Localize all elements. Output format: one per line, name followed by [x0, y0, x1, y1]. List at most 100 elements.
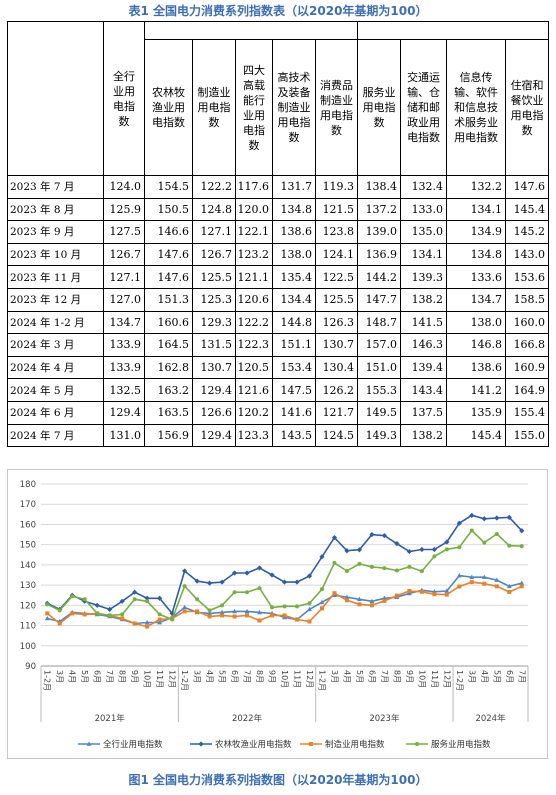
data-point [182, 609, 187, 614]
col-header-services: 服务业用电指数 [357, 39, 402, 176]
data-point [357, 596, 362, 602]
table-cell: 139.0 [357, 220, 402, 244]
row-date: 2023 年 7 月 [7, 175, 104, 199]
table-cell: 130.7 [192, 355, 236, 380]
x-tick-label: 10月 [143, 670, 152, 688]
data-point [144, 619, 150, 625]
data-point [357, 602, 362, 607]
table-cell: 129.4 [192, 378, 236, 402]
data-point [220, 603, 225, 608]
data-point [469, 574, 475, 580]
table-cell: 138.0 [272, 242, 316, 267]
table-cell: 155.3 [357, 378, 402, 402]
table-cell: 160.6 [144, 310, 193, 335]
legend-label: 制造业用电指数 [325, 739, 385, 750]
data-point [157, 612, 162, 617]
data-point [519, 544, 524, 549]
table-cell: 147.6 [144, 265, 193, 289]
y-tick-label: 90 [25, 662, 36, 672]
line-chart: 90 100 110 120 130 140 150 160 170 180 2021年 2022年 2… [20, 480, 529, 750]
row-date: 2023 年 9 月 [7, 220, 104, 244]
table-cell: 125.9 [103, 197, 145, 222]
table-cell: 136.9 [357, 242, 402, 267]
x-tick-label: 1-2月 [455, 670, 464, 691]
data-point [120, 612, 125, 617]
row-date: 2023 年 8 月 [7, 197, 104, 222]
data-point [382, 566, 387, 571]
x-tick-label: 5月 [492, 670, 501, 683]
data-point [344, 598, 349, 603]
x-tick-label: 11月 [292, 670, 301, 688]
table-cell: 124.5 [314, 423, 359, 448]
data-point [369, 531, 375, 538]
data-point [406, 590, 412, 596]
table-cell: 135.0 [400, 220, 448, 244]
table-cell: 138.6 [272, 220, 316, 244]
row-date: 2024 年 3 月 [7, 333, 104, 357]
x-tick-label: 10月 [417, 670, 426, 688]
header-group-secondary [143, 21, 359, 40]
data-point [182, 584, 187, 589]
table-cell: 132.5 [103, 378, 145, 402]
chart-frame: 90 100 110 120 130 140 150 160 170 180 2021年 2022年 2… [7, 469, 548, 759]
col-header-agriculture: 农林牧渔业用电指数 [144, 39, 193, 176]
table-cell: 143.4 [400, 378, 448, 402]
data-point [444, 547, 449, 552]
table-cell: 146.8 [446, 333, 507, 357]
table-cell: 134.9 [446, 220, 507, 244]
x-tick-label: 9月 [130, 670, 139, 683]
data-point [95, 611, 100, 616]
table-cell: 129.4 [192, 423, 236, 448]
data-point [182, 568, 188, 574]
table-cell: 134.1 [446, 197, 507, 222]
data-point [394, 593, 399, 598]
table-cell: 122.2 [192, 175, 236, 199]
col-header-it-services: 信息传输、软件和信息技术服务业用电指数 [446, 39, 507, 176]
data-point [481, 516, 487, 522]
x-tick-label: 9月 [268, 670, 277, 683]
table-cell: 124.0 [103, 175, 145, 199]
row-date: 2024 年 1-2 月 [7, 310, 104, 335]
table-cell: 134.8 [446, 242, 507, 267]
table-cell: 125.5 [192, 265, 236, 289]
table-cell: 157.0 [357, 333, 402, 357]
table-cell: 150.5 [144, 197, 193, 222]
data-point [94, 602, 100, 608]
table-cell: 134.1 [400, 242, 448, 267]
x-tick-label: 7月 [243, 670, 252, 683]
table-cell: 138.4 [357, 175, 402, 199]
table-row: 2024 年 3 月 133.9 164.5 131.5 122.3 151.1 130.7… [7, 333, 550, 357]
x-tick-label: 1-2月 [180, 670, 189, 691]
table-cell: 158.5 [505, 287, 550, 312]
table-corner-cell [7, 21, 104, 176]
legend-marker [415, 742, 419, 746]
table-row: 2023 年 10 月 126.7 147.6 126.7 123.2 138.0 124.… [7, 242, 550, 267]
table-cell: 147.6 [505, 175, 550, 199]
data-point [282, 604, 287, 609]
data-point [344, 594, 350, 600]
data-point [245, 613, 250, 618]
data-point [382, 598, 387, 603]
data-point [507, 589, 512, 594]
table-cell: 121.1 [235, 265, 273, 289]
table-cell: 160.9 [505, 355, 550, 380]
legend-label: 服务业用电指数 [431, 739, 491, 750]
data-point [145, 624, 150, 629]
data-point [120, 616, 125, 621]
row-date: 2023 年 11 月 [7, 265, 104, 289]
data-point [269, 572, 275, 578]
data-point [507, 543, 512, 548]
table-cell: 124.8 [192, 197, 236, 222]
x-tick-label: 4月 [480, 670, 489, 683]
data-point [107, 606, 113, 612]
figure-caption: 图1 全国电力消费系列指数图（以2020年基期为100） [128, 773, 428, 787]
table-cell: 129.4 [103, 400, 145, 425]
table-cell: 126.2 [314, 378, 359, 402]
table-cell: 126.6 [192, 400, 236, 425]
table-cell: 141.6 [272, 400, 316, 425]
data-point [244, 570, 250, 576]
data-point [132, 589, 138, 595]
data-point [419, 569, 424, 574]
data-point [369, 564, 374, 569]
row-date: 2024 年 6 月 [7, 400, 104, 425]
